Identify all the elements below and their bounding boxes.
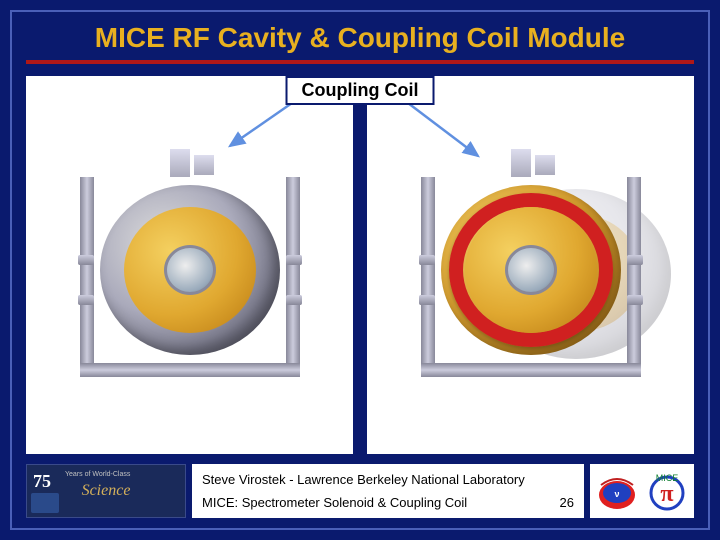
slide-title: MICE RF Cavity & Coupling Coil Module (12, 12, 708, 60)
bracket-base (80, 363, 300, 377)
side-port (78, 255, 94, 265)
side-port (627, 295, 643, 305)
side-port (286, 255, 302, 265)
bracket-base (421, 363, 641, 377)
top-fitting (511, 149, 531, 177)
bracket-right (627, 177, 641, 377)
bracket-left (80, 177, 94, 377)
title-underline (26, 60, 694, 64)
svg-text:MICE: MICE (656, 473, 679, 483)
left-device (60, 135, 320, 395)
page-number: 26 (560, 495, 574, 510)
lab-logo-main: Science (82, 482, 131, 500)
mice-logo-icon: ν (595, 469, 639, 513)
mice-logos: ν π MICE (590, 464, 694, 518)
footer: Years of World-Class 75 Science Steve Vi… (12, 464, 708, 528)
bracket-right (286, 177, 300, 377)
arrow-right (400, 98, 490, 168)
side-port (419, 295, 435, 305)
side-port (627, 255, 643, 265)
right-device (401, 135, 661, 395)
left-panel (26, 76, 353, 454)
footer-subtitle: MICE: Spectrometer Solenoid & Coupling C… (202, 495, 467, 510)
footer-text-box: Steve Virostek - Lawrence Berkeley Natio… (192, 464, 584, 518)
top-fitting (535, 155, 555, 175)
beam-port (505, 245, 557, 295)
lab-logo-tagline: Years of World-Class (65, 471, 130, 478)
top-fitting (170, 149, 190, 177)
lab-logo: Years of World-Class 75 Science (26, 464, 186, 518)
coupling-coil-label: Coupling Coil (286, 76, 435, 105)
author-line: Steve Virostek - Lawrence Berkeley Natio… (202, 472, 525, 487)
side-port (286, 295, 302, 305)
slide: MICE RF Cavity & Coupling Coil Module Co… (0, 0, 720, 540)
subtitle-row: MICE: Spectrometer Solenoid & Coupling C… (202, 495, 574, 510)
side-port (419, 255, 435, 265)
mice-pi-logo-icon: π MICE (645, 469, 689, 513)
content-area: Coupling Coil (12, 72, 708, 464)
bracket-left (421, 177, 435, 377)
side-port (78, 295, 94, 305)
top-fitting (194, 155, 214, 175)
lab-logo-years: 75 (33, 471, 51, 492)
author-row: Steve Virostek - Lawrence Berkeley Natio… (202, 472, 574, 487)
lbl-badge-icon (31, 493, 59, 513)
svg-text:π: π (660, 481, 673, 507)
svg-text:ν: ν (614, 489, 619, 499)
slide-inner: MICE RF Cavity & Coupling Coil Module Co… (10, 10, 710, 530)
beam-port (164, 245, 216, 295)
arrow-left (222, 98, 302, 158)
